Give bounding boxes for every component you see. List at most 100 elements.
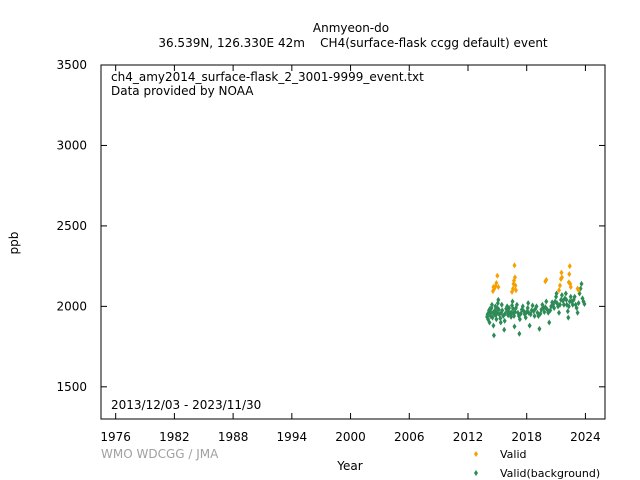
data-point-background — [575, 309, 580, 316]
data-point-background — [498, 315, 503, 322]
x-tick-label: 1976 — [100, 430, 131, 444]
data-point-background — [566, 303, 571, 310]
y-axis: 1500 2000 2500 3000 3500 — [56, 58, 605, 394]
data-point-valid — [576, 287, 581, 294]
data-point-background — [496, 306, 501, 313]
data-point-background — [512, 323, 517, 330]
data-point-background — [574, 304, 579, 311]
data-point-background — [525, 304, 530, 311]
x-tick-label: 2006 — [394, 430, 425, 444]
data-point-background — [510, 298, 515, 305]
data-point-background — [565, 308, 570, 315]
legend-label-background: Valid(background) — [500, 467, 600, 480]
data-point-background — [554, 290, 559, 297]
annotation-provider: Data provided by NOAA — [111, 84, 254, 98]
data-point-background — [489, 301, 494, 308]
data-point-background — [582, 300, 587, 307]
data-point-valid — [557, 282, 562, 289]
y-axis-label: ppb — [7, 232, 21, 255]
data-point-background — [498, 319, 503, 326]
data-point-valid — [513, 282, 518, 289]
x-tick-label: 1982 — [159, 430, 190, 444]
x-tick-label: 2024 — [570, 430, 601, 444]
data-point-background — [576, 300, 581, 307]
data-point-background — [500, 307, 505, 314]
data-point-background — [557, 301, 562, 308]
y-tick-label: 2500 — [56, 219, 87, 233]
data-point-valid — [559, 269, 564, 276]
x-tick-label: 2012 — [453, 430, 484, 444]
data-point-background — [563, 290, 568, 297]
data-point-background — [579, 280, 584, 287]
data-point-background — [570, 301, 575, 308]
data-point-valid — [567, 271, 572, 278]
legend-marker-background — [474, 470, 478, 476]
y-tick-label: 3500 — [56, 58, 87, 72]
y-tick-label: 2000 — [56, 299, 87, 313]
data-point-background — [568, 293, 573, 300]
legend-marker-valid — [474, 451, 478, 457]
legend: Valid Valid(background) — [474, 448, 600, 480]
data-point-background — [496, 296, 501, 303]
data-point-background — [517, 330, 522, 337]
data-point-background — [514, 301, 519, 308]
data-point-valid — [511, 285, 516, 292]
data-point-background — [507, 304, 512, 311]
x-tick-label: 1994 — [277, 430, 308, 444]
data-point-background — [523, 314, 528, 321]
x-tick-label: 1988 — [218, 430, 249, 444]
data-point-background — [561, 301, 566, 308]
data-point-background — [572, 293, 577, 300]
data-point-background — [552, 304, 557, 311]
data-point-background — [527, 322, 532, 329]
y-tick-label: 1500 — [56, 380, 87, 394]
legend-label-valid: Valid — [500, 448, 527, 461]
data-point-background — [544, 298, 549, 305]
data-point-valid — [494, 280, 499, 287]
data-point-background — [534, 303, 539, 310]
data-point-valid — [512, 274, 517, 281]
data-point-background — [503, 310, 508, 317]
data-point-background — [502, 326, 507, 333]
data-point-background — [502, 317, 507, 324]
y-tick-label: 3000 — [56, 138, 87, 152]
annotation-filename: ch4_amy2014_surface-flask_2_3001-9999_ev… — [111, 70, 424, 84]
data-point-background — [537, 325, 542, 332]
data-point-background — [509, 313, 514, 320]
data-point-valid — [512, 262, 517, 269]
chart-subtitle: 36.539N, 126.330E 42m CH4(surface-flask … — [158, 36, 548, 50]
data-point-background — [517, 316, 522, 323]
data-point-valid — [559, 274, 564, 281]
data-point-background — [487, 319, 492, 326]
data-point-background — [490, 314, 495, 321]
data-point-valid — [495, 272, 500, 279]
plot-frame — [100, 64, 606, 420]
data-point-background — [557, 309, 562, 316]
data-point-valid — [568, 284, 573, 291]
data-point-valid — [557, 287, 562, 294]
x-tick-label: 2000 — [335, 430, 366, 444]
x-tick-label: 2018 — [511, 430, 542, 444]
chart-title: Anmyeon-do — [313, 21, 389, 35]
credit-label: WMO WDCGG / JMA — [101, 447, 219, 461]
data-point-background — [542, 308, 547, 315]
data-point-background — [530, 302, 535, 309]
data-point-background — [532, 313, 537, 320]
date-range-label: 2013/12/03 - 2023/11/30 — [111, 398, 261, 412]
data-point-background — [547, 319, 552, 326]
data-point-background — [511, 305, 516, 312]
data-point-valid — [496, 284, 501, 291]
x-axis-label: Year — [336, 459, 362, 473]
data-point-background — [564, 296, 569, 303]
data-point-valid — [567, 263, 572, 270]
x-axis: 1976 1982 1988 1994 2000 2006 2012 2018 2024 — [100, 65, 601, 444]
data-point-valid — [544, 276, 549, 283]
data-points — [485, 262, 587, 339]
data-point-background — [526, 300, 531, 307]
data-point-background — [566, 314, 571, 321]
data-point-background — [494, 316, 499, 323]
data-point-background — [520, 303, 525, 310]
data-point-background — [559, 292, 564, 299]
data-point-valid — [513, 287, 518, 294]
